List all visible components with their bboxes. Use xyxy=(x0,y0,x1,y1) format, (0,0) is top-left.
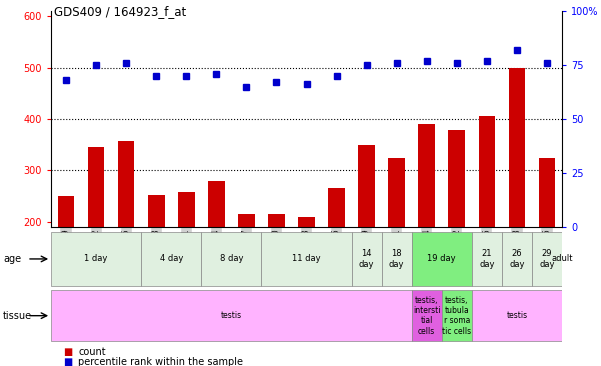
Text: 8 day: 8 day xyxy=(219,254,243,264)
FancyBboxPatch shape xyxy=(472,232,502,286)
FancyBboxPatch shape xyxy=(532,232,562,286)
Bar xyxy=(58,196,75,325)
Bar xyxy=(328,188,345,325)
FancyBboxPatch shape xyxy=(442,290,472,341)
Text: 11 day: 11 day xyxy=(292,254,321,264)
Text: ■: ■ xyxy=(63,347,72,357)
Bar xyxy=(508,68,525,325)
Text: 18
day: 18 day xyxy=(389,249,404,269)
Text: testis,
intersti
tial
cells: testis, intersti tial cells xyxy=(413,296,441,336)
Bar xyxy=(118,141,135,325)
FancyBboxPatch shape xyxy=(51,290,412,341)
FancyBboxPatch shape xyxy=(261,232,352,286)
FancyBboxPatch shape xyxy=(201,232,261,286)
Text: age: age xyxy=(3,254,21,264)
Bar xyxy=(388,157,405,325)
Bar xyxy=(268,214,285,325)
Bar xyxy=(418,124,435,325)
Text: tissue: tissue xyxy=(3,311,32,321)
Text: testis: testis xyxy=(506,311,528,320)
FancyBboxPatch shape xyxy=(502,232,532,286)
Text: 1 day: 1 day xyxy=(85,254,108,264)
Text: adult: adult xyxy=(551,254,573,264)
Text: testis,
tubula
r soma
tic cells: testis, tubula r soma tic cells xyxy=(442,296,471,336)
Text: 4 day: 4 day xyxy=(160,254,183,264)
Text: 19 day: 19 day xyxy=(427,254,456,264)
Bar xyxy=(178,193,195,325)
FancyBboxPatch shape xyxy=(141,232,201,286)
Text: count: count xyxy=(78,347,106,357)
Bar xyxy=(148,195,165,325)
Text: 14
day: 14 day xyxy=(359,249,374,269)
FancyBboxPatch shape xyxy=(382,232,412,286)
FancyBboxPatch shape xyxy=(412,232,472,286)
Text: 21
day: 21 day xyxy=(479,249,495,269)
FancyBboxPatch shape xyxy=(412,290,442,341)
Text: ■: ■ xyxy=(63,357,72,366)
Text: percentile rank within the sample: percentile rank within the sample xyxy=(78,357,243,366)
Bar xyxy=(448,130,465,325)
Bar xyxy=(478,116,495,325)
FancyBboxPatch shape xyxy=(51,232,141,286)
Text: GDS409 / 164923_f_at: GDS409 / 164923_f_at xyxy=(54,5,186,19)
FancyBboxPatch shape xyxy=(352,232,382,286)
Text: 26
day: 26 day xyxy=(509,249,525,269)
Bar xyxy=(358,145,375,325)
Bar xyxy=(208,181,225,325)
Bar xyxy=(238,214,255,325)
Bar xyxy=(538,157,555,325)
Text: testis: testis xyxy=(221,311,242,320)
Text: 29
day: 29 day xyxy=(539,249,555,269)
Bar xyxy=(88,147,105,325)
Bar xyxy=(298,217,315,325)
FancyBboxPatch shape xyxy=(472,290,562,341)
